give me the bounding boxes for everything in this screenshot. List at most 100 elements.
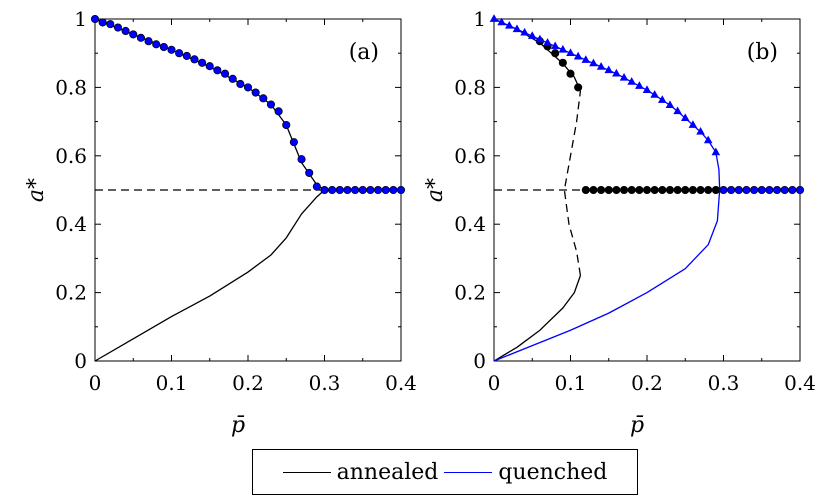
panel-b-series-quenched-7-point: [650, 90, 659, 98]
panel-b-series-annealed-4-point: [704, 185, 713, 195]
panel-b-series-quenched-7-point: [527, 31, 537, 39]
panel-b-series-annealed-4-point: [612, 185, 621, 195]
panel-b-series-quenched-6: [715, 152, 721, 191]
panel-b-series-quenched-7-point: [711, 147, 721, 156]
panel-b-series-quenched-7-point: [573, 51, 583, 60]
panel-b-series-annealed-4-point: [597, 185, 606, 195]
panel-a-series-quenched-3-point: [335, 185, 344, 195]
panel-b-xtick-label: 0: [488, 371, 501, 395]
panel-a-series-quenched-3-point: [243, 83, 253, 92]
panel-b-series-quenched-8-point: [780, 185, 789, 195]
panel-b-series-quenched-8-point: [727, 185, 736, 195]
panel-a-series-quenched-3-point: [274, 107, 283, 116]
panel-b-series-annealed-4-point: [681, 185, 690, 195]
panel-b-series-annealed-3-point: [574, 83, 583, 92]
panel-b-series-quenched-6-line: [715, 152, 721, 191]
panel-b-series-annealed-4-point: [658, 185, 667, 195]
panel-b-series-annealed-1: [563, 90, 582, 276]
panel-a-series-quenched-3-point: [121, 26, 130, 36]
panel-b-series-annealed-4-point: [589, 185, 598, 195]
panel-b-series-annealed-4-point: [619, 185, 629, 195]
panel-a-xlabel: p̄: [231, 413, 245, 438]
panel-a-series-quenched-3-point: [198, 58, 207, 67]
panel-b-series-quenched-7-point: [566, 48, 575, 57]
panel-b-series-annealed-4-point: [688, 185, 697, 195]
panel-b-series-quenched-7-point: [619, 73, 629, 81]
panel-a-ytick-label: 0.4: [55, 212, 87, 236]
panel-a-series-quenched-3-point: [144, 37, 153, 46]
panel-b-series-quenched-7-point: [512, 24, 522, 33]
panel-b-series-quenched-8-point: [750, 185, 759, 195]
panel-a-series-quenched-3-point: [366, 185, 375, 195]
panel-b-series-quenched-8-point: [742, 185, 751, 195]
panel-b-series-annealed-3-point: [558, 58, 567, 67]
panel-b-series-quenched-7-point: [550, 41, 560, 50]
panel-a-series-annealed-0: [94, 189, 325, 362]
panel-b-series-quenched-7-point: [673, 106, 682, 115]
panel-b-ytick-label: 0.2: [454, 281, 486, 305]
panel-b-series-quenched-7-point: [589, 58, 598, 67]
panel-b-series-quenched-7-point: [497, 17, 506, 26]
panel-b-series-quenched-7-point: [612, 68, 621, 77]
panel-a-series-quenched-3-point: [159, 42, 168, 52]
panel-a-series-quenched-3-point: [98, 18, 107, 27]
panel-b-series-quenched-8-point: [772, 185, 782, 195]
legend-item-quenched: quenched: [444, 460, 607, 485]
panel-a-label: (a): [349, 40, 379, 65]
panel-a-ytick-label: 1: [74, 7, 87, 31]
panel-a-ytick-label: 0: [74, 349, 87, 373]
panel-a-xtick-label: 0.3: [309, 371, 341, 395]
panel-a-xtick-label: 0.4: [385, 371, 417, 395]
panel-b-series-quenched-5-line: [493, 189, 721, 362]
panel-b-series-annealed-4: [581, 185, 720, 195]
panel-b-series-quenched-7-point: [581, 55, 591, 63]
panel-b-series-quenched-8-point: [795, 185, 805, 195]
figure: 0 0.1 0.2 0.3 0.4 0 0.2 0.4 0.6 0.8 1 p̄ a* (a) 0 0.1 0.…: [24, 7, 816, 438]
panel-b-series-annealed-4-point: [711, 185, 720, 195]
panel-a-series-quenched-3-point: [389, 185, 398, 195]
panel-a-series-annealed-1: [94, 18, 325, 191]
panel-b-series-quenched-7-point: [558, 44, 568, 53]
legend: annealed quenched: [252, 449, 638, 495]
panel-a-ytick-label: 0.8: [55, 75, 87, 99]
panel-a-series-quenched-3-point: [228, 74, 237, 83]
panel-b-series-quenched-7-point: [703, 135, 713, 144]
panel-a-series-quenched-3-point: [320, 185, 329, 195]
panel-b-series-quenched-7-point: [665, 100, 675, 109]
panel-b-series-annealed-4-point: [673, 185, 682, 195]
panel-a-series-quenched-3-point: [236, 79, 245, 89]
panel-b-xtick-label: 0.2: [631, 371, 663, 395]
panel-a-series-quenched-3-point: [312, 182, 321, 191]
panel-b-series-quenched-7-point: [635, 81, 644, 89]
panel-a-series-quenched-3-point: [182, 51, 191, 60]
panel-a-series-quenched-3-point: [221, 69, 230, 78]
panel-b-series-quenched-8-point: [719, 185, 728, 195]
legend-swatch-annealed: [282, 471, 331, 473]
legend-swatch-quenched: [444, 471, 493, 473]
panel-a-series-quenched-3-point: [205, 62, 214, 71]
panel-b-ytick-label: 0.4: [454, 212, 486, 236]
panel-b-series-annealed-4-point: [627, 185, 636, 195]
panel-a-series-quenched-3-point: [297, 155, 306, 164]
panel-a-xtick-label: 0: [89, 371, 102, 395]
panel-a-series-quenched-3-point: [167, 45, 176, 54]
panel-b-series-annealed-3-point: [551, 49, 560, 58]
panel-b-series-annealed-3: [535, 37, 583, 92]
panel-b-series-quenched-7-point: [535, 34, 545, 43]
panel-b-series-annealed-4-point: [604, 185, 613, 195]
panel-a-series-quenched-3-point: [251, 88, 260, 97]
panel-b-series-quenched-7-line: [493, 18, 717, 153]
panel-a-series-quenched-3-point: [396, 185, 406, 195]
panel-b-series-quenched-8-point: [765, 185, 774, 195]
panel-a-series-quenched-3-point: [282, 120, 291, 130]
panel-b-series-annealed-4-point: [665, 185, 675, 195]
panel-a-ylabel: a*: [24, 178, 49, 202]
panel-a-series-quenched-3-point: [213, 66, 222, 75]
panel-b-series-quenched-7-point: [543, 38, 552, 46]
panel-b-series-quenched-7: [489, 14, 721, 156]
panel-b-ytick-label: 0: [473, 349, 486, 373]
panel-b-series-annealed-4-point: [650, 185, 659, 195]
panel-b: 0 0.1 0.2 0.3 0.4 0 0.2 0.4 0.6 0.8 1 p̄ a* (b): [423, 7, 816, 438]
panel-a-series-quenched-3-point: [90, 14, 100, 24]
panel-b-series-quenched-8: [719, 185, 805, 195]
